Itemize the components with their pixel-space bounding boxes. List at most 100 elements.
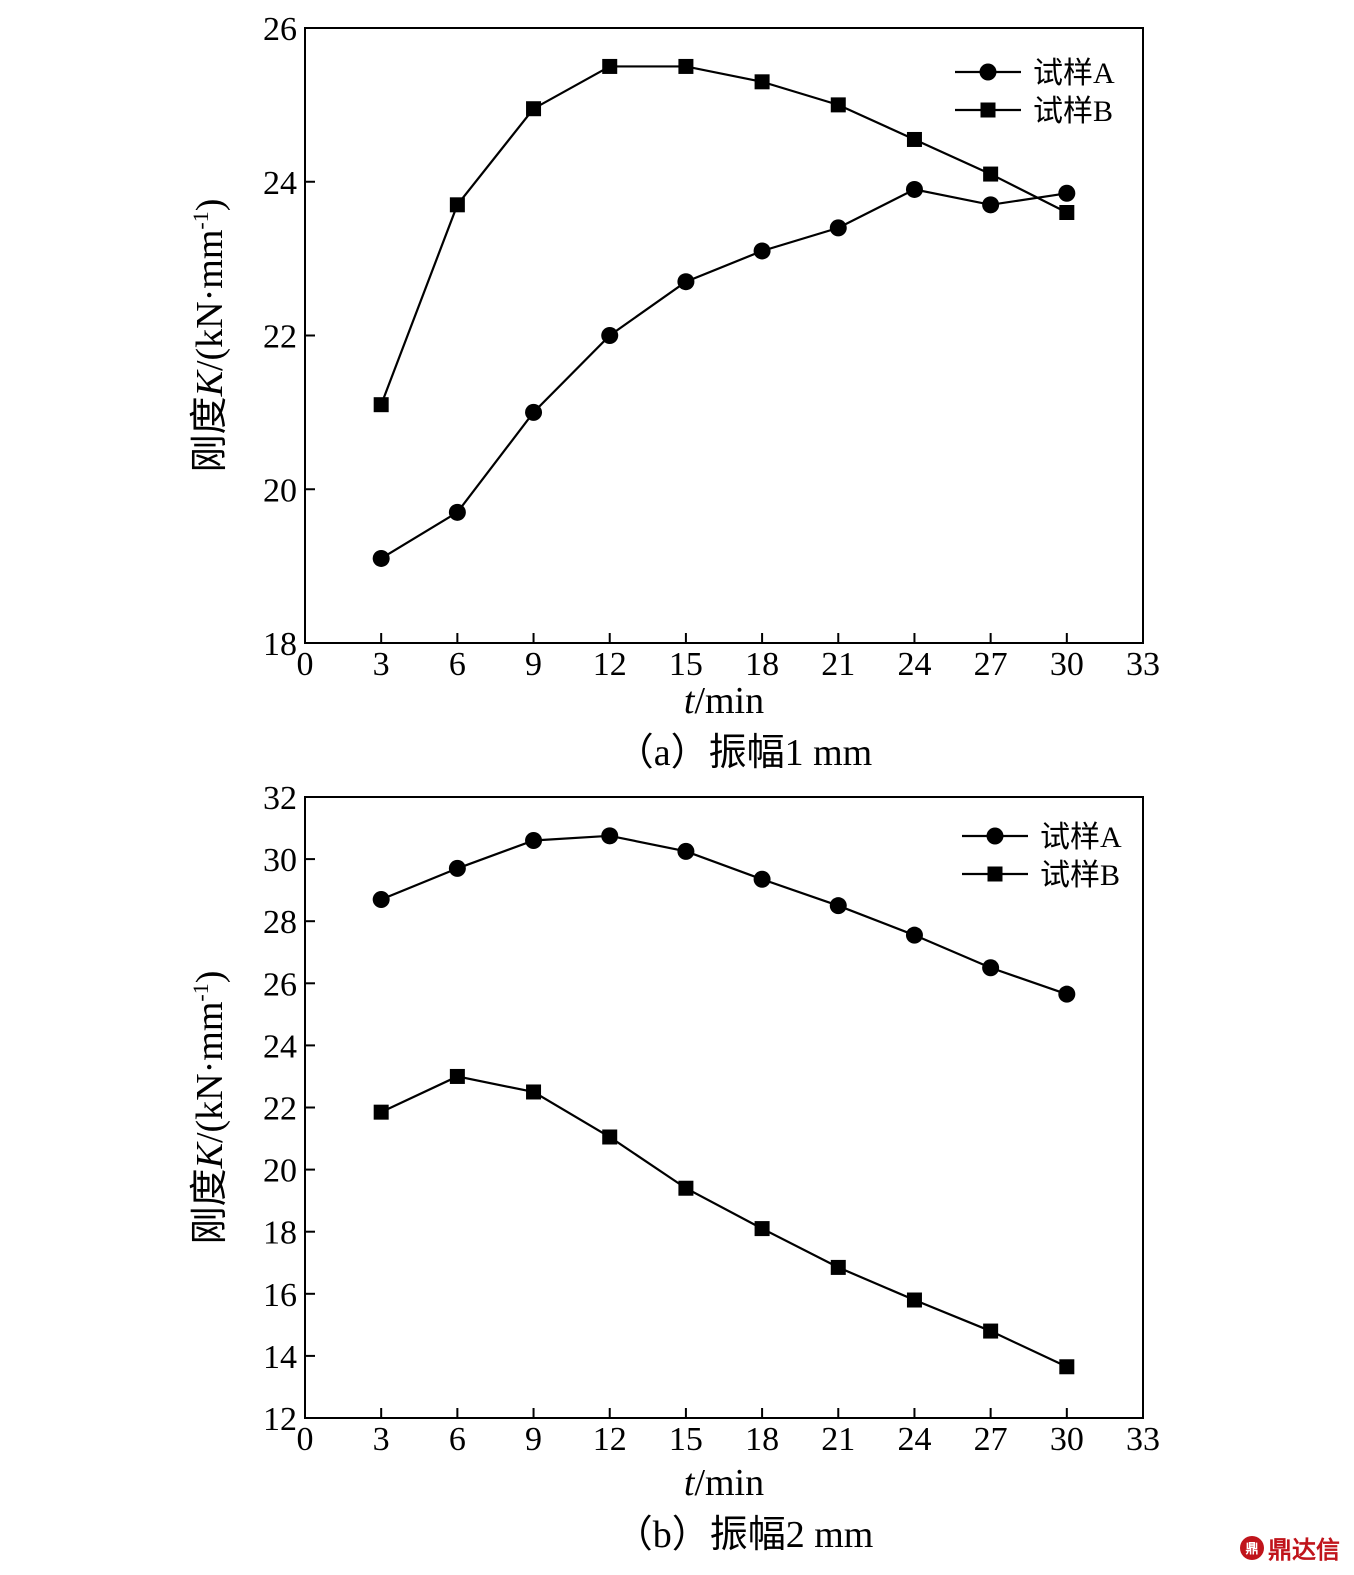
y-axis-label: 刚度K/(kN·mm-1) [188, 971, 231, 1245]
y-axis-label-prefix: 刚度 [189, 1168, 231, 1244]
series-line [380, 834, 1068, 996]
data-point [829, 219, 847, 237]
y-axis-label-unit: /(kN·mm [189, 1002, 231, 1143]
data-point [372, 890, 390, 908]
legend-entry: 试样A [962, 821, 1122, 854]
data-point [678, 58, 694, 74]
data-point [906, 131, 922, 147]
data-point [983, 1323, 999, 1339]
data-point [829, 897, 847, 915]
x-tick-label: 27 [974, 1421, 1008, 1458]
data-point [525, 831, 543, 849]
y-axis-label-close: ) [189, 971, 231, 984]
data-point [449, 197, 465, 213]
data-point [677, 273, 695, 291]
data-point [753, 870, 771, 888]
x-tick-label: 30 [1050, 646, 1084, 683]
data-point [372, 549, 390, 567]
data-point [1059, 205, 1075, 220]
data-point [983, 166, 999, 182]
y-tick-label: 20 [263, 472, 297, 509]
data-point [602, 58, 618, 74]
data-point [677, 842, 695, 860]
legend-entry: 试样B [962, 859, 1120, 892]
figure-caption: （a）振幅1 mm [616, 732, 872, 774]
x-tick-label: 21 [821, 1421, 855, 1458]
data-point [449, 1068, 465, 1084]
figure-caption: （b）振幅2 mm [615, 1514, 874, 1556]
x-tick-label: 33 [1126, 1421, 1160, 1458]
watermark-text: 鼎达信 [1268, 1536, 1340, 1564]
legend-label: 试样B [1040, 859, 1120, 892]
x-tick-label: 24 [897, 1421, 931, 1458]
series-line [380, 1075, 1068, 1368]
data-point [373, 397, 389, 413]
y-tick-label: 14 [263, 1339, 297, 1376]
data-point [1059, 1359, 1075, 1375]
data-point [373, 1104, 389, 1120]
legend-marker-circle [986, 827, 1004, 845]
legend-label: 试样A [1040, 821, 1122, 854]
x-tick-label: 9 [525, 1421, 542, 1458]
y-tick-label: 18 [263, 1215, 297, 1252]
x-tick-label: 3 [373, 1421, 390, 1458]
y-tick-label: 24 [263, 1028, 297, 1065]
y-axis-label-var: K [189, 1141, 231, 1169]
data-point [601, 827, 619, 845]
data-point [905, 926, 923, 944]
legend-label: 试样A [1033, 57, 1115, 90]
legend-marker-square [987, 866, 1003, 882]
x-tick-label: 18 [745, 646, 779, 683]
data-point [602, 1129, 618, 1145]
data-point [982, 196, 1000, 214]
y-axis-label: 刚度K/(kN·mm-1) [188, 199, 231, 473]
data-point [1058, 184, 1076, 202]
x-tick-label: 3 [373, 646, 390, 683]
series-b [373, 1068, 1075, 1375]
x-axis-label-var: t [684, 680, 696, 722]
y-tick-label: 16 [263, 1277, 297, 1314]
x-tick-label: 15 [669, 646, 703, 683]
y-axis-label-close: ) [189, 199, 231, 212]
legend-entry: 试样B [955, 95, 1113, 128]
y-axis-label-unit: /(kN·mm [189, 230, 231, 371]
data-point [830, 97, 846, 113]
y-tick-label: 20 [263, 1153, 297, 1190]
data-point [982, 959, 1000, 977]
x-tick-label: 27 [974, 646, 1008, 683]
y-tick-label: 22 [263, 319, 297, 356]
legend-marker-square [980, 102, 996, 118]
data-point [753, 242, 771, 260]
data-point [1058, 985, 1076, 1003]
y-tick-label: 26 [263, 11, 297, 48]
y-tick-label: 30 [263, 842, 297, 879]
x-tick-label: 6 [449, 646, 466, 683]
x-axis-label-unit: /min [694, 680, 764, 722]
data-point [754, 74, 770, 90]
series-a [372, 827, 1076, 1003]
x-axis-label: t/min [684, 1462, 764, 1504]
y-axis-label-var: K [189, 369, 231, 397]
x-tick-label: 6 [449, 1421, 466, 1458]
x-axis-label: t/min [684, 680, 764, 722]
data-point [526, 101, 542, 117]
series-b [373, 58, 1075, 413]
legend-label: 试样B [1033, 95, 1113, 128]
plot-frame [304, 796, 1144, 1419]
y-axis-label-sup: -1 [188, 211, 213, 229]
y-tick-label: 24 [263, 165, 297, 202]
series-a [372, 180, 1076, 567]
data-point [830, 1259, 846, 1275]
plot-frame [304, 27, 1144, 644]
data-point [448, 859, 466, 877]
y-tick-label: 18 [263, 626, 297, 663]
data-point [906, 1292, 922, 1308]
y-axis-label-prefix: 刚度 [189, 396, 231, 472]
x-axis-label-var: t [684, 1462, 696, 1504]
y-tick-label: 12 [263, 1401, 297, 1438]
data-point [905, 180, 923, 198]
y-axis-label-sup: -1 [188, 983, 213, 1001]
x-tick-label: 0 [297, 1421, 314, 1458]
x-tick-label: 12 [593, 1421, 627, 1458]
